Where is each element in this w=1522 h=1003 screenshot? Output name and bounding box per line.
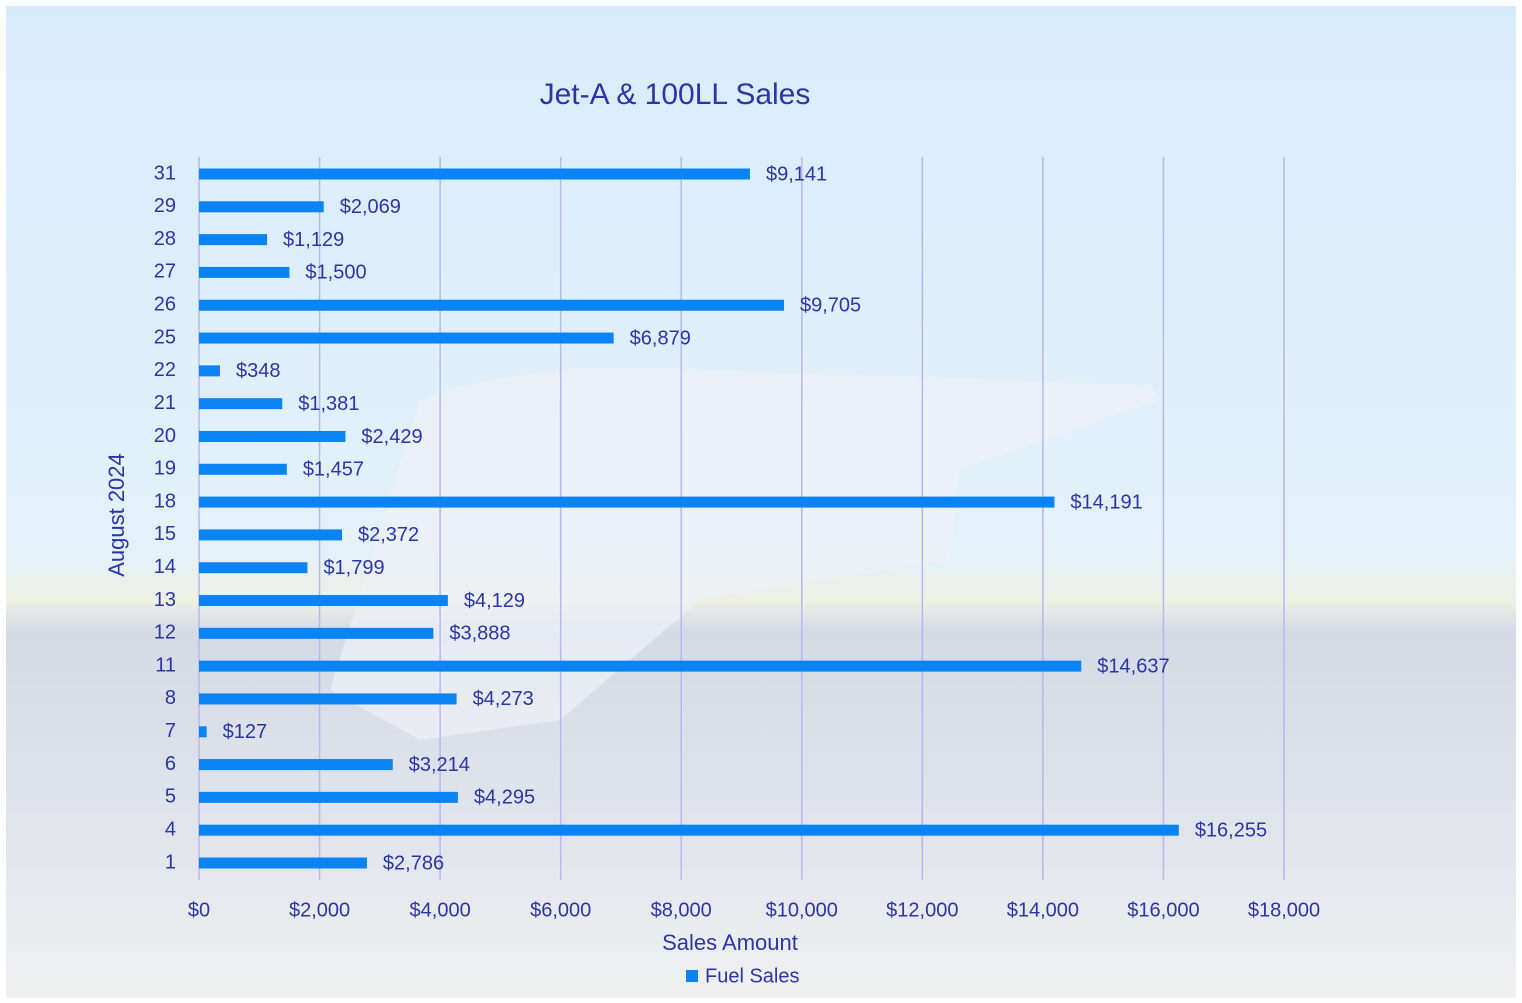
bar [199, 595, 448, 607]
bar [199, 234, 268, 246]
x-tick-label: $6,000 [530, 899, 591, 921]
bar [199, 529, 342, 541]
x-tick-label: $8,000 [651, 899, 712, 921]
y-tick-label: 8 [165, 687, 176, 709]
value-label: $4,295 [474, 787, 535, 809]
bar [199, 398, 283, 410]
x-tick-label: $16,000 [1127, 899, 1199, 921]
x-tick-label: $2,000 [289, 899, 350, 921]
y-tick-label: 7 [165, 720, 176, 742]
y-tick-label: 12 [154, 622, 176, 644]
y-tick-label: 20 [154, 425, 176, 447]
bar [199, 857, 367, 869]
y-tick-label: 15 [154, 523, 176, 545]
bar [199, 726, 207, 738]
bar [199, 168, 750, 180]
bar [199, 791, 458, 803]
y-tick-label: 18 [154, 490, 176, 512]
jet-silhouette [330, 368, 1160, 740]
value-label: $1,457 [303, 459, 364, 481]
value-label: $16,255 [1195, 819, 1267, 841]
bar [199, 332, 614, 344]
value-label: $3,888 [449, 623, 510, 645]
value-label: $9,705 [800, 295, 861, 317]
y-tick-label: 11 [155, 654, 176, 676]
x-tick-label: $10,000 [766, 899, 838, 921]
x-tick-label: $4,000 [410, 899, 471, 921]
y-tick-label: 4 [165, 818, 176, 840]
bar [199, 562, 308, 574]
value-label: $1,129 [283, 229, 344, 251]
y-tick-label: 28 [154, 228, 176, 250]
bar [199, 759, 393, 771]
value-label: $14,191 [1070, 491, 1142, 513]
x-tick-label: $12,000 [886, 899, 958, 921]
bar [199, 693, 457, 705]
value-label: $1,500 [305, 262, 366, 284]
y-tick-label: 13 [154, 589, 176, 611]
value-label: $4,129 [464, 590, 525, 612]
bar [199, 201, 324, 213]
value-label: $2,372 [358, 524, 419, 546]
y-tick-label: 27 [154, 261, 176, 283]
value-label: $9,141 [766, 163, 827, 185]
bar [199, 627, 434, 639]
bar [199, 430, 346, 442]
bar [199, 266, 290, 278]
y-tick-label: 5 [165, 786, 176, 808]
legend-swatch [686, 970, 698, 982]
y-tick-label: 21 [154, 392, 176, 414]
y-tick-label: 31 [154, 162, 176, 184]
bar [199, 660, 1082, 672]
value-label: $3,214 [409, 754, 470, 776]
bar [199, 365, 220, 377]
x-tick-label: $18,000 [1248, 899, 1320, 921]
y-tick-label: 26 [154, 294, 176, 316]
y-tick-label: 6 [165, 753, 176, 775]
value-label: $14,637 [1097, 655, 1169, 677]
value-label: $4,273 [473, 688, 534, 710]
legend-label: Fuel Sales [705, 965, 800, 987]
x-tick-label: $0 [188, 899, 210, 921]
value-label: $348 [236, 360, 281, 382]
value-label: $2,786 [383, 852, 444, 874]
value-label: $1,381 [298, 393, 359, 415]
chart-title: Jet-A & 100LL Sales [540, 78, 811, 111]
x-axis-title: Sales Amount [662, 930, 798, 955]
y-tick-label: 1 [165, 851, 176, 873]
x-tick-label: $14,000 [1007, 899, 1079, 921]
bar [199, 299, 784, 311]
y-tick-label: 19 [154, 458, 176, 480]
value-label: $6,879 [630, 327, 691, 349]
value-label: $1,799 [323, 557, 384, 579]
bar [199, 824, 1179, 836]
bar [199, 463, 287, 475]
bar [199, 496, 1055, 508]
y-tick-label: 29 [154, 195, 176, 217]
value-label: $2,069 [340, 196, 401, 218]
y-axis-title: August 2024 [104, 453, 129, 577]
y-tick-label: 22 [154, 359, 176, 381]
y-tick-label: 25 [154, 326, 176, 348]
value-label: $127 [223, 721, 268, 743]
y-tick-label: 14 [154, 556, 176, 578]
value-label: $2,429 [361, 426, 422, 448]
